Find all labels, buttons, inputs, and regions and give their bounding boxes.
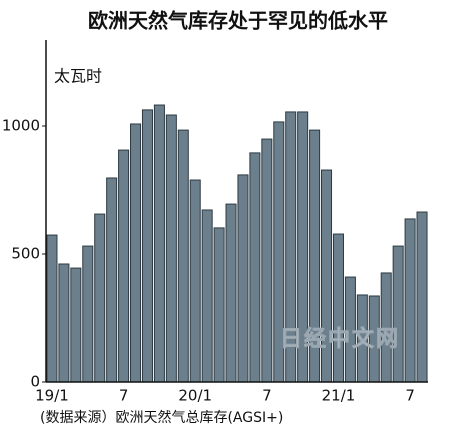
- chart-title: 欧洲天然气库存处于罕见的低水平: [88, 9, 388, 33]
- bar: [118, 149, 130, 383]
- y-tick-label: 0: [30, 373, 40, 391]
- bar: [213, 227, 225, 383]
- bar: [189, 179, 201, 383]
- bar: [141, 109, 153, 383]
- bar: [94, 213, 106, 383]
- bar: [404, 218, 416, 383]
- x-tick-label: 19/1: [35, 387, 69, 405]
- y-tick-label: 500: [11, 245, 40, 263]
- bar: [82, 245, 94, 383]
- bar: [106, 177, 118, 383]
- x-tick-label: 7: [262, 387, 272, 405]
- bar: [201, 209, 213, 383]
- bar: [165, 114, 177, 383]
- bar: [177, 129, 189, 383]
- source: (数据来源）欧洲天然气总库存(AGSI+): [40, 409, 283, 426]
- watermark: 日经中文网: [280, 326, 400, 352]
- bar: [332, 233, 344, 383]
- bar: [130, 123, 142, 383]
- bar: [237, 174, 249, 383]
- y-tick-label: 1000: [2, 117, 40, 135]
- bar: [46, 234, 58, 383]
- bar: [261, 138, 273, 383]
- bar: [249, 152, 261, 383]
- y-axis-label: 太瓦时: [54, 67, 102, 86]
- bar: [58, 263, 70, 383]
- bar: [392, 245, 404, 383]
- bar: [225, 203, 237, 383]
- x-tick-label: 7: [119, 387, 129, 405]
- bar: [70, 267, 82, 383]
- x-tick-label: 7: [405, 387, 415, 405]
- x-tick-label: 20/1: [178, 387, 212, 405]
- bar: [416, 211, 428, 383]
- x-tick-label: 21/1: [322, 387, 356, 405]
- bar: [153, 104, 165, 383]
